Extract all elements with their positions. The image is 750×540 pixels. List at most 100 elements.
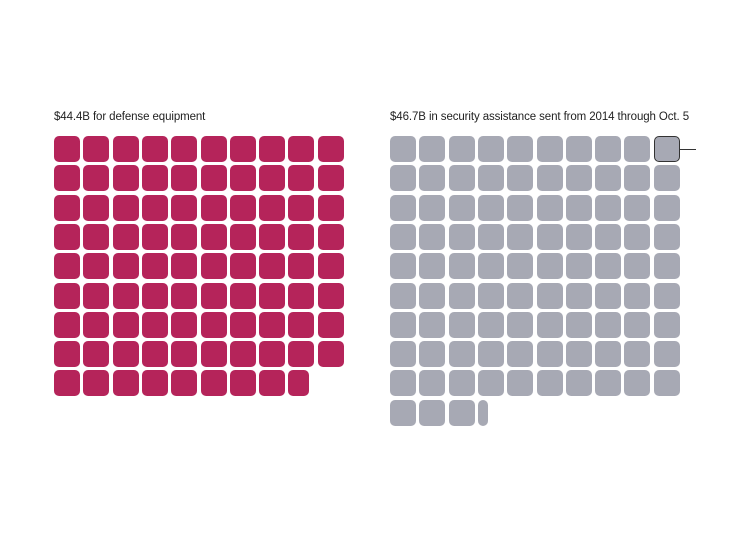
waffle-square xyxy=(112,194,139,221)
waffle-square xyxy=(565,282,592,309)
waffle-square xyxy=(507,165,534,192)
waffle-square xyxy=(54,311,80,338)
waffle-square xyxy=(200,370,227,397)
waffle-square xyxy=(477,253,504,280)
waffle-square xyxy=(624,370,651,397)
waffle-square xyxy=(477,311,504,338)
waffle-square xyxy=(595,370,622,397)
waffle-square xyxy=(83,136,110,162)
waffle-square xyxy=(390,311,416,338)
waffle-square xyxy=(317,194,344,221)
waffle-square xyxy=(477,165,504,192)
waffle-square xyxy=(200,165,227,192)
waffle-square xyxy=(288,253,315,280)
waffle-square xyxy=(419,253,446,280)
waffle-square xyxy=(507,223,534,250)
waffle-square xyxy=(171,223,198,250)
waffle-square xyxy=(419,282,446,309)
waffle-square xyxy=(83,223,110,250)
waffle-square xyxy=(624,165,651,192)
waffle-square xyxy=(259,165,286,192)
waffle-square xyxy=(259,370,286,397)
waffle-square xyxy=(112,136,139,162)
waffle-square xyxy=(477,223,504,250)
waffle-square xyxy=(288,223,315,250)
waffle-square xyxy=(419,165,446,192)
waffle-square xyxy=(54,341,80,368)
waffle-square xyxy=(141,253,168,280)
waffle-square xyxy=(536,194,563,221)
waffle-square xyxy=(595,223,622,250)
waffle-square xyxy=(507,370,534,397)
waffle-square xyxy=(83,311,110,338)
waffle-square xyxy=(624,194,651,221)
waffle-square xyxy=(112,311,139,338)
waffle-square xyxy=(171,136,198,162)
chart-title-security: $46.7B in security assistance sent from … xyxy=(390,111,690,123)
waffle-square xyxy=(448,370,475,397)
waffle-square xyxy=(200,136,227,162)
waffle-square xyxy=(141,370,168,397)
waffle-square xyxy=(536,136,563,162)
waffle-square xyxy=(259,194,286,221)
waffle-square xyxy=(477,341,504,368)
waffle-square-partial xyxy=(288,370,310,397)
waffle-square xyxy=(565,311,592,338)
waffle-square xyxy=(507,136,534,162)
waffle-square xyxy=(507,253,534,280)
waffle-square xyxy=(141,282,168,309)
waffle-square xyxy=(229,253,256,280)
waffle-square xyxy=(507,311,534,338)
waffle-square xyxy=(595,311,622,338)
waffle-square xyxy=(595,165,622,192)
waffle-square xyxy=(653,223,680,250)
waffle-square xyxy=(171,253,198,280)
waffle-square xyxy=(54,253,80,280)
waffle-square xyxy=(200,253,227,280)
waffle-square xyxy=(536,341,563,368)
waffle-square xyxy=(595,341,622,368)
waffle-square xyxy=(141,136,168,162)
waffle-square xyxy=(229,223,256,250)
waffle-square xyxy=(419,136,446,162)
waffle-square xyxy=(507,194,534,221)
waffle-square xyxy=(229,282,256,309)
waffle-square xyxy=(507,282,534,309)
waffle-square xyxy=(83,253,110,280)
waffle-square xyxy=(317,341,344,368)
waffle-square xyxy=(83,341,110,368)
waffle-square xyxy=(653,370,680,397)
waffle-square xyxy=(171,165,198,192)
waffle-square xyxy=(171,370,198,397)
waffle-square xyxy=(565,136,592,162)
waffle-square xyxy=(54,165,80,192)
waffle-square xyxy=(288,136,315,162)
waffle-square xyxy=(419,311,446,338)
waffle-square xyxy=(112,165,139,192)
waffle-square xyxy=(595,282,622,309)
waffle-square xyxy=(54,223,80,250)
waffle-square xyxy=(565,370,592,397)
waffle-square xyxy=(200,223,227,250)
waffle-square xyxy=(141,165,168,192)
waffle-square xyxy=(390,165,416,192)
waffle-square xyxy=(54,370,80,397)
waffle-square xyxy=(171,194,198,221)
waffle-square xyxy=(288,311,315,338)
waffle-square xyxy=(171,341,198,368)
waffle-square xyxy=(477,136,504,162)
waffle-square xyxy=(141,223,168,250)
waffle-square xyxy=(448,165,475,192)
waffle-square xyxy=(595,253,622,280)
waffle-square xyxy=(54,194,80,221)
waffle-square xyxy=(141,341,168,368)
waffle-square xyxy=(565,223,592,250)
waffle-square xyxy=(624,253,651,280)
waffle-square xyxy=(536,253,563,280)
waffle-square xyxy=(171,282,198,309)
waffle-square xyxy=(419,223,446,250)
waffle-square xyxy=(112,341,139,368)
waffle-square xyxy=(477,194,504,221)
waffle-square xyxy=(200,282,227,309)
waffle-square xyxy=(595,136,622,162)
